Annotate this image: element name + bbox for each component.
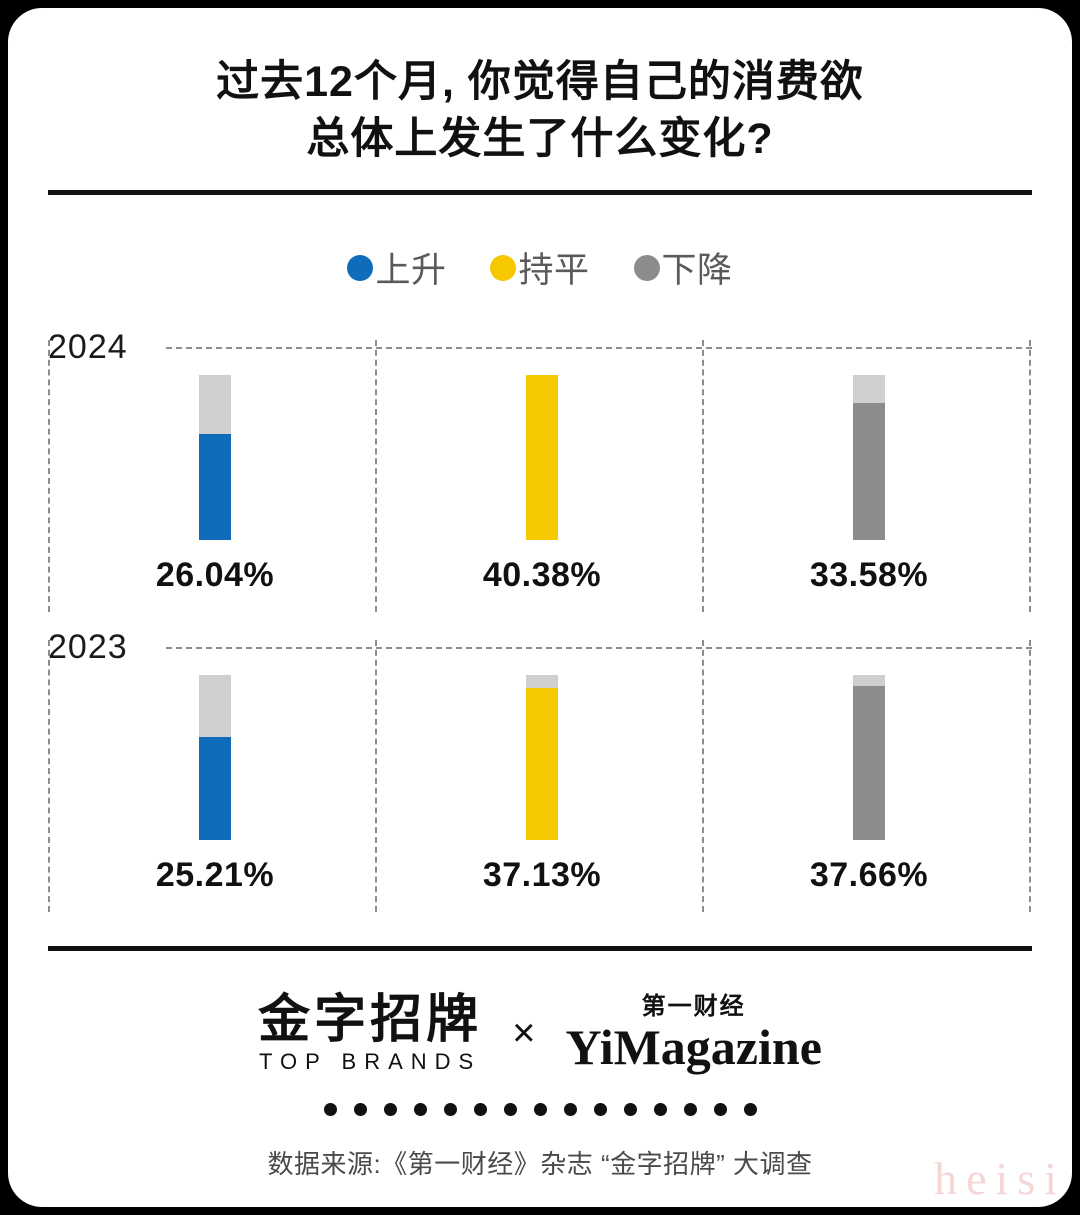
source-note: 数据来源:《第一财经》杂志 “金字招牌” 大调查 bbox=[267, 1149, 813, 1179]
legend-swatch-flat-icon bbox=[490, 254, 517, 281]
footer-dot bbox=[443, 1103, 457, 1116]
legend-item-down: 下降 bbox=[633, 242, 733, 293]
footer-dot bbox=[623, 1103, 637, 1116]
bar-fill-2024-flat bbox=[526, 375, 558, 540]
bar-value-2024-down: 33.58% bbox=[809, 556, 929, 594]
grid-guide-2024-0 bbox=[48, 340, 50, 612]
logo-yimagazine-en: YiMagazine bbox=[565, 1019, 822, 1075]
footer-dot bbox=[473, 1103, 487, 1116]
bar-fill-2023-down bbox=[853, 686, 885, 840]
bar-track-2024-up bbox=[199, 375, 231, 540]
legend-item-flat: 持平 bbox=[490, 242, 589, 293]
divider-bottom bbox=[48, 946, 1032, 951]
row-baseline-2024 bbox=[166, 347, 1032, 349]
footer-logos: 金字招牌 TOP BRANDS × 第一财经 YiMagazine bbox=[48, 994, 1032, 1073]
logo-yimagazine: 第一财经 YiMagazine bbox=[565, 993, 822, 1075]
bar-value-2024-flat: 40.38% bbox=[482, 556, 602, 594]
bar-fill-2023-up bbox=[199, 737, 231, 840]
footer-dot bbox=[323, 1103, 337, 1116]
bar-track-2024-flat bbox=[526, 375, 558, 540]
footer-dot bbox=[503, 1103, 517, 1116]
logo-top-brands-en: TOP BRANDS bbox=[258, 1049, 482, 1074]
footer-dot bbox=[413, 1103, 427, 1116]
grid-guide-2023-0 bbox=[48, 640, 50, 912]
logo-separator-icon: × bbox=[512, 1011, 536, 1055]
bar-fill-2024-up bbox=[199, 433, 231, 540]
bar-fill-2024-down bbox=[853, 402, 885, 540]
footer-dot bbox=[383, 1103, 397, 1116]
legend-item-up: 上升 bbox=[347, 242, 446, 293]
grid-guide-2023-3 bbox=[1029, 640, 1031, 912]
title-line-1: 过去12个月, 你觉得自己的消费欲 bbox=[216, 58, 864, 106]
watermark: heisi bbox=[934, 1153, 1066, 1204]
bar-value-2023-flat: 37.13% bbox=[482, 856, 602, 894]
footer-dot bbox=[533, 1103, 547, 1116]
footer-dot bbox=[593, 1103, 607, 1116]
footer-dot bbox=[653, 1103, 667, 1116]
chart-card: heisi 过去12个月, 你觉得自己的消费欲 总体上发生了什么变化? 上升 持… bbox=[8, 8, 1072, 1207]
footer-dot bbox=[743, 1103, 757, 1116]
grid-guide-2023-1 bbox=[375, 640, 377, 912]
bar-value-2023-down: 37.66% bbox=[809, 856, 929, 894]
chart-legend: 上升 持平 下降 bbox=[48, 242, 1032, 293]
bar-track-2024-down bbox=[853, 375, 885, 540]
bar-track-2023-flat bbox=[526, 675, 558, 840]
year-label-2024: 2024 bbox=[48, 328, 128, 366]
footer-dot bbox=[563, 1103, 577, 1116]
grid-guide-2024-2 bbox=[702, 340, 704, 612]
legend-swatch-down-icon bbox=[633, 254, 660, 281]
page-title: 过去12个月, 你觉得自己的消费欲 总体上发生了什么变化? bbox=[48, 54, 1032, 168]
divider-top bbox=[48, 190, 1032, 195]
footer-dot bbox=[683, 1103, 697, 1116]
logo-top-brands-cn: 金字招牌 bbox=[258, 991, 483, 1049]
legend-label-down: 下降 bbox=[661, 251, 733, 290]
footer-dot bbox=[713, 1103, 727, 1116]
bar-value-2023-up: 25.21% bbox=[155, 856, 275, 894]
row-baseline-2023 bbox=[166, 647, 1032, 649]
legend-label-flat: 持平 bbox=[518, 251, 590, 290]
year-label-2023: 2023 bbox=[48, 628, 128, 666]
bar-fill-2023-flat bbox=[526, 688, 558, 840]
footer-dot-divider bbox=[48, 1103, 1032, 1116]
grid-guide-2024-3 bbox=[1029, 340, 1031, 612]
logo-top-brands: 金字招牌 TOP BRANDS bbox=[258, 994, 482, 1073]
grid-guide-2024-1 bbox=[375, 340, 377, 612]
bar-track-2023-up bbox=[199, 675, 231, 840]
footer: 金字招牌 TOP BRANDS × 第一财经 YiMagazine 数据来源:《… bbox=[48, 968, 1032, 1181]
legend-label-up: 上升 bbox=[375, 251, 447, 290]
grid-guide-2023-2 bbox=[702, 640, 704, 912]
bar-track-2023-down bbox=[853, 675, 885, 840]
legend-swatch-up-icon bbox=[347, 254, 374, 281]
title-line-2: 总体上发生了什么变化? bbox=[306, 114, 774, 163]
logo-yimagazine-cn: 第一财经 bbox=[641, 993, 746, 1020]
footer-dot bbox=[353, 1103, 367, 1116]
bar-value-2024-up: 26.04% bbox=[155, 556, 275, 594]
